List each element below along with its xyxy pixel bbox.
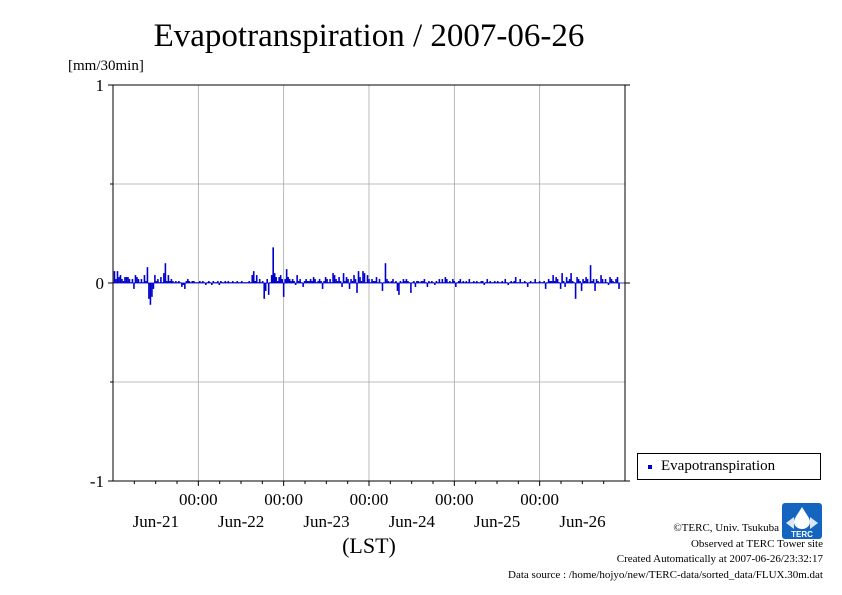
x-tick-time-label: 00:00 [520, 490, 559, 509]
x-tick-day-label: Jun-26 [559, 512, 605, 531]
x-tick-labels: 00:00Jun-2100:00Jun-2200:00Jun-2300:00Ju… [133, 490, 606, 531]
y-tick-label: -1 [90, 472, 104, 491]
y-tick-labels: 1 0 -1 [90, 76, 104, 491]
data-bars [113, 247, 625, 305]
axis-ticks [108, 84, 630, 486]
legend: Evapotranspiration [637, 453, 821, 480]
observed-text: Observed at TERC Tower site [690, 537, 823, 550]
legend-label-evapotranspiration: Evapotranspiration [661, 458, 776, 474]
x-tick-time-label: 00:00 [350, 490, 389, 509]
x-tick-time-label: 00:00 [179, 490, 218, 509]
x-axis-label: (LST) [342, 533, 396, 558]
copyright-text: ©TERC, Univ. Tsukuba [673, 522, 779, 534]
chart-title: Evapotranspiration / 2007-06-26 [154, 18, 585, 54]
x-tick-day-label: Jun-22 [218, 512, 264, 531]
created-text: Created Automatically at 2007-06-26/23:3… [616, 553, 823, 565]
legend-swatch-evapotranspiration [648, 465, 652, 469]
terc-logo: TERC [782, 503, 822, 539]
x-tick-time-label: 00:00 [435, 490, 474, 509]
y-tick-label: 1 [96, 76, 105, 95]
x-tick-day-label: Jun-23 [303, 512, 349, 531]
credits: ©TERC, Univ. Tsukuba Observed at TERC To… [508, 521, 823, 583]
x-tick-day-label: Jun-25 [474, 512, 520, 531]
x-tick-day-label: Jun-24 [389, 512, 436, 531]
x-tick-time-label: 00:00 [264, 490, 303, 509]
water-drop-icon [794, 507, 810, 529]
data-source-text: Data source : /home/hojyo/new/TERC-data/… [508, 568, 823, 581]
y-tick-label: 0 [96, 274, 105, 293]
x-tick-day-label: Jun-21 [133, 512, 179, 531]
y-axis-unit-label: [mm/30min] [68, 58, 144, 74]
logo-text: TERC [791, 530, 813, 539]
logo-wings-icon [786, 517, 818, 529]
